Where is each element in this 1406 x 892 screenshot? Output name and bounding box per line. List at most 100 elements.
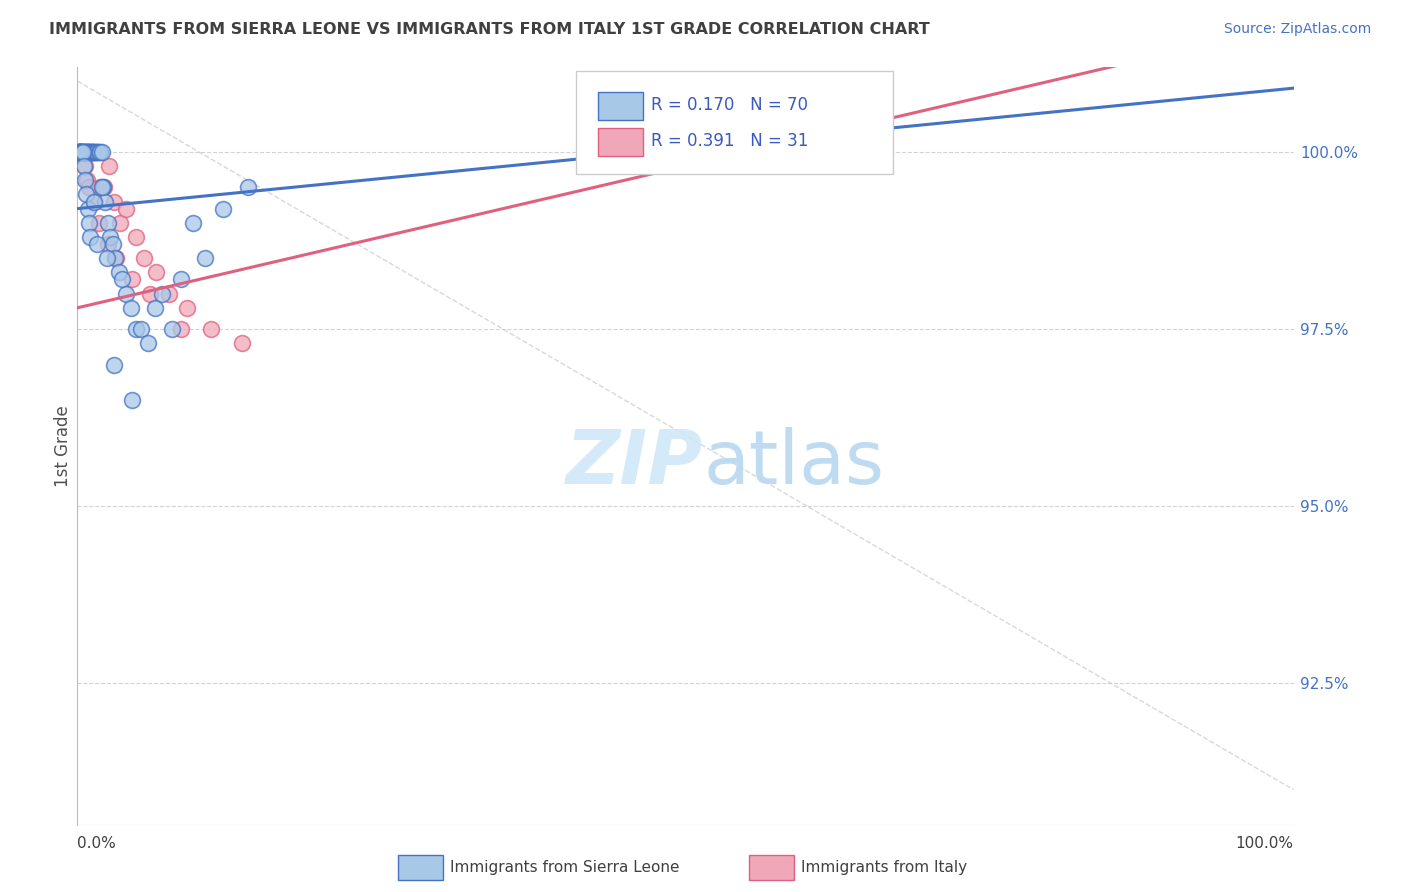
Y-axis label: 1st Grade: 1st Grade (53, 405, 72, 487)
Point (75, 187, 97, 202)
Point (79, 230, 101, 244)
Point (67, 145, 90, 159)
Point (69, 145, 91, 159)
Point (120, 301, 142, 315)
Point (76, 145, 98, 159)
Point (231, 336, 253, 351)
Point (70, 145, 93, 159)
Point (82, 145, 104, 159)
Point (105, 251, 128, 265)
Point (76, 145, 98, 159)
Point (103, 358, 125, 372)
Point (82, 145, 104, 159)
Point (89, 145, 111, 159)
Point (139, 286, 162, 301)
Point (79, 145, 101, 159)
Point (93, 180, 115, 194)
Text: atlas: atlas (703, 427, 884, 500)
Text: R = 0.170   N = 70: R = 0.170 N = 70 (651, 96, 808, 114)
Point (115, 286, 138, 301)
Point (200, 322, 222, 336)
Point (77, 145, 100, 159)
Text: ZIP: ZIP (565, 427, 703, 500)
Text: Source: ZipAtlas.com: Source: ZipAtlas.com (1223, 22, 1371, 37)
Point (125, 322, 148, 336)
Point (96, 251, 118, 265)
Point (67, 145, 90, 159)
Point (83, 194, 105, 209)
Point (121, 392, 143, 407)
Point (93, 180, 115, 194)
Point (170, 272, 193, 286)
Point (69, 145, 91, 159)
Point (145, 265, 167, 279)
Point (76, 173, 98, 187)
Point (98, 230, 121, 244)
Text: IMMIGRANTS FROM SIERRA LEONE VS IMMIGRANTS FROM ITALY 1ST GRADE CORRELATION CHAR: IMMIGRANTS FROM SIERRA LEONE VS IMMIGRAN… (49, 22, 929, 37)
Point (75, 145, 97, 159)
Point (70, 145, 93, 159)
Point (67, 145, 90, 159)
Point (77, 145, 100, 159)
Point (152, 286, 174, 301)
Point (67, 145, 90, 159)
Point (86, 145, 108, 159)
Text: 100.0%: 100.0% (1236, 836, 1294, 851)
Point (72, 145, 94, 159)
Point (89, 216, 111, 230)
Point (111, 272, 134, 286)
Point (80, 145, 103, 159)
Point (70, 145, 93, 159)
Point (86, 237, 108, 252)
Point (107, 265, 129, 279)
Text: Immigrants from Italy: Immigrants from Italy (801, 860, 967, 874)
Point (90, 145, 112, 159)
Point (82, 145, 104, 159)
Point (76, 202, 98, 216)
Point (129, 322, 152, 336)
Point (89, 180, 111, 194)
Point (77, 145, 100, 159)
Point (94, 194, 117, 209)
Point (115, 202, 138, 216)
Point (72, 145, 94, 159)
Point (69, 145, 91, 159)
Point (70, 145, 93, 159)
Point (73, 159, 96, 173)
Point (73, 145, 96, 159)
Point (83, 145, 105, 159)
Point (136, 336, 159, 351)
Point (97, 216, 120, 230)
Point (87, 145, 110, 159)
Point (90, 180, 112, 194)
Text: Immigrants from Sierra Leone: Immigrants from Sierra Leone (450, 860, 679, 874)
Point (194, 251, 217, 265)
Point (69, 145, 91, 159)
Point (143, 301, 166, 315)
Point (80, 145, 103, 159)
Point (97, 237, 120, 252)
Point (77, 216, 100, 230)
Point (80, 145, 103, 159)
Text: R = 0.391   N = 31: R = 0.391 N = 31 (651, 132, 808, 150)
Point (79, 180, 101, 194)
Point (75, 145, 97, 159)
Point (125, 230, 148, 244)
Point (73, 145, 96, 159)
Point (104, 251, 127, 265)
Point (176, 301, 198, 315)
Point (157, 286, 180, 301)
Point (67, 145, 90, 159)
Point (86, 145, 108, 159)
Point (103, 194, 125, 209)
Point (134, 251, 156, 265)
Point (83, 194, 105, 209)
Point (108, 216, 131, 230)
Point (72, 145, 94, 159)
Point (101, 237, 124, 252)
Point (236, 180, 259, 194)
Point (77, 145, 100, 159)
Point (72, 145, 94, 159)
Point (170, 322, 193, 336)
Point (84, 145, 107, 159)
